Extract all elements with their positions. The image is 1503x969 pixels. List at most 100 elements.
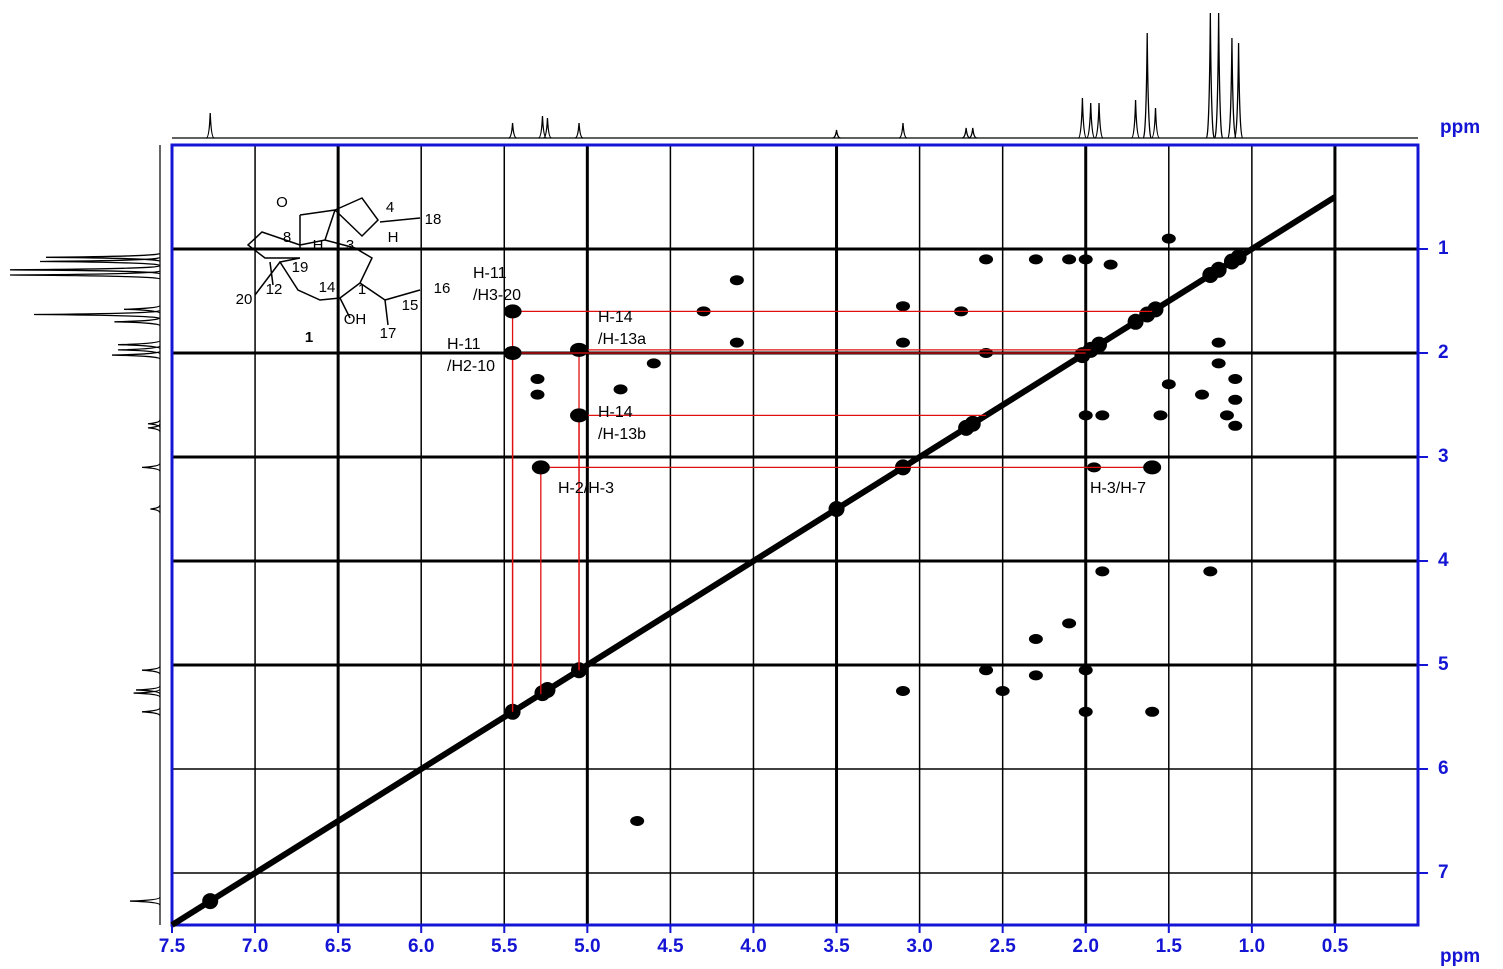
top-projection-peak <box>1094 102 1104 139</box>
cross-peak <box>1078 665 1093 676</box>
cross-peak <box>1028 634 1043 644</box>
diagonal-peak <box>1147 301 1164 318</box>
x-tick-label: 7.5 <box>159 936 186 957</box>
cross-peak <box>1078 254 1093 265</box>
cross-peak <box>1078 410 1093 421</box>
left-projection-peak <box>9 270 161 280</box>
cross-peak <box>1095 410 1110 421</box>
top-projection-peak <box>205 112 215 139</box>
cross-peak <box>895 337 910 348</box>
correlation-label: H-3/H-7 <box>1090 480 1146 497</box>
y-axis-label: ppm <box>1440 117 1480 138</box>
top-projection-peak <box>508 122 517 139</box>
cross-peak <box>1145 706 1160 717</box>
x-tick-label: 7.0 <box>242 936 268 957</box>
y-tick-label: 2 <box>1438 342 1449 363</box>
x-tick-label: 0.5 <box>1322 936 1349 957</box>
cross-peak <box>530 374 545 384</box>
x-tick-label: 5.0 <box>574 936 600 957</box>
correlation-label: H-11 <box>447 336 481 353</box>
diagonal-peak <box>828 501 845 517</box>
cross-peak <box>979 665 994 676</box>
structure-label: 20 <box>236 291 253 308</box>
structure-label: 17 <box>380 325 397 342</box>
structure-label: 1 <box>358 281 366 298</box>
x-tick-label: 2.0 <box>1073 936 1099 957</box>
correlation-label: /H-13b <box>598 426 646 443</box>
left-projection-peak <box>135 685 161 695</box>
x-tick-label: 1.5 <box>1156 936 1183 957</box>
x-tick-label: 5.5 <box>491 936 518 957</box>
left-projection-peak <box>39 256 161 267</box>
cross-peak <box>1195 389 1210 400</box>
left-projection-peak <box>147 419 161 428</box>
top-projection-peak <box>574 122 584 139</box>
cross-peak <box>895 301 910 312</box>
left-projection-peak <box>129 896 161 906</box>
structure-label: 12 <box>266 281 283 298</box>
left-projection-peak <box>45 252 161 262</box>
correlation-peak <box>1143 460 1162 475</box>
top-projection-peak <box>1213 12 1224 139</box>
left-projection-peak <box>111 350 161 360</box>
cross-peak <box>1211 337 1226 348</box>
left-projection-peak <box>141 665 161 675</box>
top-projection-peak <box>898 122 908 139</box>
y-tick-label: 7 <box>1438 862 1449 883</box>
y-tick-label: 3 <box>1438 446 1449 467</box>
top-projection-peak <box>543 117 552 139</box>
structure-label: 19 <box>292 259 309 276</box>
top-projection-peak <box>1151 107 1160 139</box>
cross-peak <box>630 816 645 826</box>
cross-peak <box>1228 394 1243 405</box>
correlation-peak <box>503 304 522 319</box>
diagonal-peak <box>1210 261 1227 278</box>
top-projection-peak <box>968 127 977 139</box>
cross-peak <box>530 389 545 400</box>
left-projection-peak <box>123 304 161 314</box>
x-tick-label: 6.0 <box>408 936 434 957</box>
cross-peak <box>1028 670 1043 681</box>
top-projection-peak <box>1142 32 1152 139</box>
y-tick-label: 5 <box>1438 654 1449 675</box>
structure-bonds <box>246 197 421 326</box>
cross-peak <box>613 384 628 395</box>
cross-peak <box>1228 420 1243 431</box>
structure-label: H <box>313 237 324 254</box>
top-projection-peak <box>832 129 841 139</box>
top-projection-peak <box>1227 37 1237 139</box>
cross-peak <box>729 275 744 286</box>
left-projection-peak <box>9 265 161 275</box>
plot-frame <box>170 143 1420 927</box>
cross-peak <box>646 358 661 369</box>
x-tick-label: 1.0 <box>1239 936 1265 957</box>
correlation-label: H-11 <box>473 265 507 282</box>
y-tick-label: 4 <box>1438 550 1449 571</box>
structure-label: H <box>388 229 399 246</box>
cross-peak <box>1228 374 1243 384</box>
cross-peak <box>995 686 1010 696</box>
structure-label: 15 <box>402 297 419 314</box>
top-projection-peak <box>1205 12 1215 139</box>
left-projection-peak <box>150 504 161 514</box>
diagonal-peak <box>964 415 981 432</box>
x-tick-label: 3.5 <box>823 936 850 957</box>
structure-label: 1 <box>305 329 313 346</box>
x-tick-label: 4.5 <box>657 936 684 957</box>
cross-peak <box>1211 358 1226 369</box>
correlation-label: /H3-20 <box>473 287 521 304</box>
x-tick-label: 2.5 <box>989 936 1016 957</box>
structure-label: 18 <box>425 211 442 228</box>
diagonal-peak <box>202 893 219 910</box>
left-projection-peak <box>114 317 161 327</box>
cross-peak <box>1219 410 1234 421</box>
cross-peak <box>895 686 910 696</box>
correlation-peak <box>531 460 550 475</box>
correlation-peak <box>503 346 522 360</box>
structure-label: 16 <box>434 280 451 297</box>
x-tick-label: 3.0 <box>906 936 932 957</box>
structure-label: 4 <box>386 199 394 216</box>
left-projection-peak <box>117 340 161 350</box>
structure-label: 14 <box>319 279 336 296</box>
